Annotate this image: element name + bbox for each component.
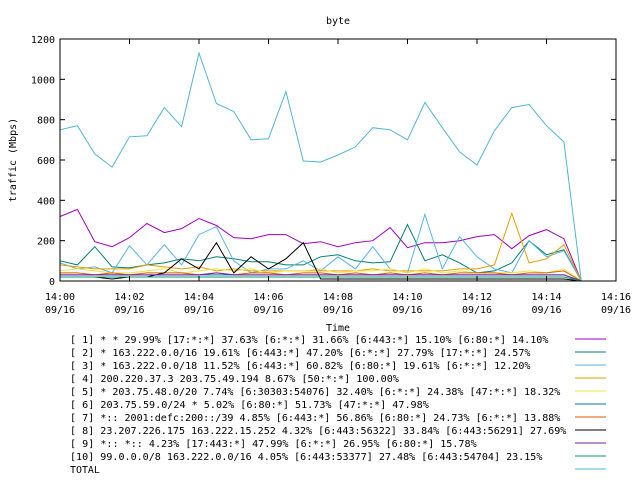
tick-layer: 0 200 400 600 800 1000 1200 14:00 09/16 14:02 09/1… (31, 35, 631, 316)
x-tick-label: 09/16 (45, 305, 75, 316)
legend-label: [ 3] * 163.222.0.0/18 11.52% [6:443:*] 6… (70, 361, 530, 372)
x-tick-label: 09/16 (601, 305, 631, 316)
legend-label: [ 6] 203.75.59.0/24 * 5.02% [6:80:*] 51.… (70, 400, 429, 411)
chart-title: byte (326, 16, 350, 27)
x-tick-label: 14:10 (392, 292, 422, 303)
x-tick-label: 09/16 (114, 305, 144, 316)
series-line (60, 276, 582, 282)
series-line (59, 51, 582, 282)
series-layer (59, 51, 582, 282)
series-line (59, 211, 582, 282)
x-tick-label: 14:16 (601, 292, 631, 303)
x-tick-label: 09/16 (531, 305, 561, 316)
legend-label: [ 4] 200.220.37.3 203.75.49.194 8.67% [5… (70, 374, 399, 385)
legend: [ 1] * * 29.99% [17:*:*] 37.63% [6:*:*] … (70, 335, 606, 476)
plot-frame (59, 38, 617, 282)
legend-label: [ 8] 23.207.226.175 163.222.15.252 4.32%… (70, 426, 566, 437)
legend-label: [ 7] *:: 2001:defc:200::/39 4.85% [6:443… (70, 413, 560, 424)
y-tick-label: 800 (37, 116, 55, 127)
y-tick-label: 0 (49, 277, 55, 288)
x-tick-label: 14:06 (253, 292, 283, 303)
series-line (60, 272, 582, 282)
legend-label: [ 2] * 163.222.0.0/16 19.61% [6:443:*] 4… (70, 348, 530, 359)
y-tick-label: 1000 (31, 75, 55, 86)
x-tick-label: 09/16 (392, 305, 422, 316)
x-tick-label: 14:00 (45, 292, 75, 303)
legend-label: [ 9] *:: *:: 4.23% [17:443:*] 47.99% [6:… (70, 439, 477, 450)
x-tick-label: 14:08 (323, 292, 353, 303)
legend-label: TOTAL (70, 465, 100, 476)
legend-label: [ 5] * 203.75.48.0/20 7.74% [6:30303:540… (70, 387, 560, 398)
y-tick-label: 1200 (31, 35, 55, 46)
x-tick-label: 14:14 (531, 292, 561, 303)
x-tick-label: 14:12 (462, 292, 492, 303)
x-tick-label: 09/16 (184, 305, 214, 316)
y-tick-label: 600 (37, 156, 55, 167)
x-tick-label: 14:02 (114, 292, 144, 303)
x-tick-label: 09/16 (253, 305, 283, 316)
x-tick-label: 09/16 (462, 305, 492, 316)
series-line (60, 270, 582, 282)
x-tick-label: 09/16 (323, 305, 353, 316)
y-axis-label: traffic (Mbps) (8, 118, 19, 202)
x-tick-label: 14:04 (184, 292, 214, 303)
legend-label: [10] 99.0.0.0/8 163.222.0.0/16 4.05% [6:… (70, 452, 542, 463)
y-tick-label: 400 (37, 196, 55, 207)
y-tick-label: 200 (37, 237, 55, 248)
legend-label: [ 1] * * 29.99% [17:*:*] 37.63% [6:*:*] … (70, 335, 548, 346)
series-line (59, 208, 582, 282)
x-axis-label: Time (326, 323, 350, 334)
